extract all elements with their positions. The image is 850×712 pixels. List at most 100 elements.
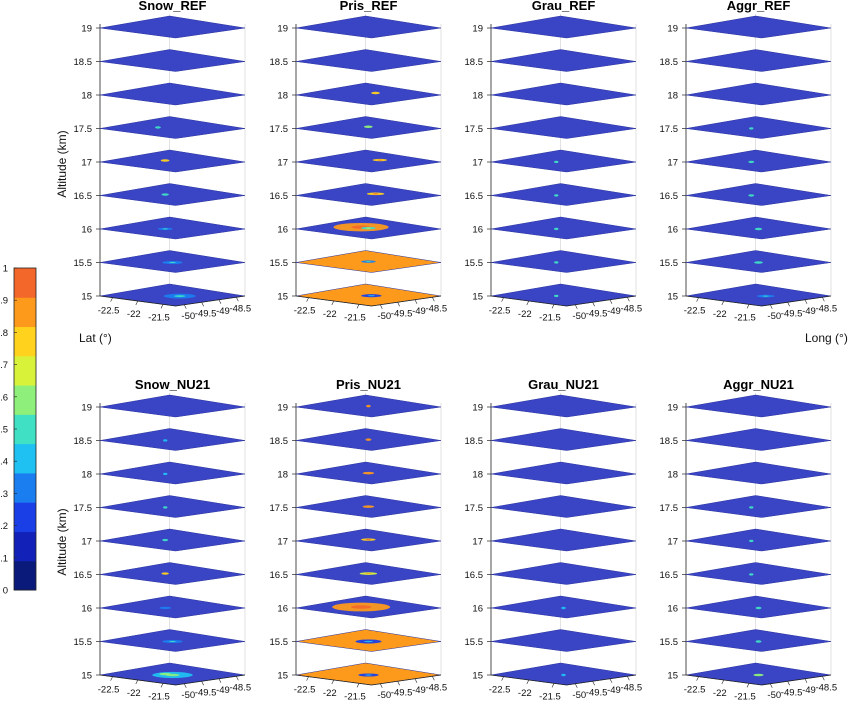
lon-tick [432, 297, 435, 302]
altitude-tick-label: 18.5 [465, 57, 484, 68]
cloud-feature-core [174, 295, 186, 298]
lon-tick [787, 302, 790, 307]
altitude-tick-label: 16.5 [270, 191, 289, 202]
altitude-layer [99, 149, 246, 173]
altitude-tick-label: 16 [472, 225, 483, 236]
altitude-tick-label: 16 [277, 604, 288, 615]
panel-aggr-nu21: Aggr_NU21 19 18.5 18 17.5 17 16.5 16 15.5 15 -22.5… [660, 377, 838, 702]
altitude-tick-label: 18.5 [74, 436, 93, 447]
cloud-feature [749, 506, 754, 509]
cloud-feature [754, 227, 763, 231]
colorbar-band [14, 326, 36, 357]
lon-tick [236, 297, 239, 302]
lon-tick [201, 681, 204, 686]
altitude-tick-label: 19 [667, 24, 678, 35]
altitude-layer [99, 216, 246, 240]
colorbar-band [14, 560, 36, 591]
cloud-feature [163, 472, 168, 476]
lon-axis-line [371, 295, 442, 307]
altitude-layer [99, 116, 246, 139]
altitude-tick-label: 18.5 [465, 436, 484, 447]
altitude-tick-label: 18.5 [660, 57, 679, 68]
colorbar-band [14, 472, 36, 503]
lat-tick-label: -22 [323, 309, 337, 320]
lat-tick-label: -22 [713, 309, 727, 320]
altitude-tick-label: 17.5 [74, 124, 93, 135]
altitude-layer [99, 15, 246, 39]
lat-tick-label: -21.5 [734, 691, 756, 702]
altitude-layer [490, 49, 637, 72]
altitude-tick-label: 15 [277, 671, 288, 682]
altitude-tick-label: 19 [277, 24, 288, 35]
cloud-feature-core [365, 227, 371, 229]
lat-tick [696, 676, 699, 681]
altitude-tick-label: 18.5 [660, 436, 679, 447]
lat-tick [160, 683, 164, 688]
colorbar-tick-label: 0 [3, 586, 8, 597]
lon-tick-label: -49 [412, 306, 426, 317]
altitude-layer [490, 394, 637, 418]
lon-tick [804, 299, 808, 304]
lat-tick-label: -21.5 [344, 691, 366, 702]
altitude-layer [490, 15, 637, 39]
altitude-layer [99, 461, 246, 485]
altitude-layer [490, 82, 637, 106]
lon-tick-label: -48.5 [815, 682, 837, 693]
lon-axis-label: Long (°) [805, 331, 848, 345]
altitude-tick-label: 15.5 [74, 637, 93, 648]
lon-tick [804, 678, 808, 683]
altitude-layer [295, 49, 442, 72]
lat-tick [356, 304, 360, 309]
cloud-feature [554, 294, 559, 298]
lon-tick-label: -49 [412, 685, 426, 696]
altitude-tick-label: 17.5 [270, 503, 289, 514]
altitude-tick-label: 17.5 [660, 124, 679, 135]
cloud-feature [362, 471, 375, 475]
cloud-feature [161, 193, 169, 196]
colorbar-tick-label: 0.1 [0, 553, 8, 564]
altitude-tick-label: 17.5 [74, 503, 93, 514]
lat-tick-label: -22.5 [294, 306, 316, 317]
colorbar-band [14, 414, 36, 445]
colorbar-tick-label: 0.7 [0, 360, 8, 371]
lat-tick [551, 304, 555, 309]
colorbar-tick-label: 0.5 [0, 425, 8, 436]
lon-tick-label: -50 [181, 690, 195, 701]
altitude-tick-label: 15.5 [465, 258, 484, 269]
lat-tick [526, 300, 530, 306]
altitude-layer [685, 428, 832, 451]
cloud-feature [371, 91, 380, 95]
colorbar-band [14, 443, 36, 474]
cloud-feature [155, 126, 161, 129]
cloud-feature-core [372, 193, 379, 195]
altitude-tick-label: 19 [667, 403, 678, 414]
lon-tick-label: -48.5 [425, 303, 447, 314]
lat-tick-label: -21.5 [539, 312, 561, 323]
altitude-tick-label: 16.5 [660, 191, 679, 202]
lat-tick-label: -22.5 [98, 306, 120, 317]
lon-tick [575, 683, 578, 688]
colorbar-tick-label: 0.8 [0, 328, 8, 339]
lon-tick-label: -48.5 [425, 682, 447, 693]
colorbar-tick-label: 0.6 [0, 392, 8, 403]
lon-tick-label: -50 [377, 311, 391, 322]
lon-tick [770, 683, 773, 688]
altitude-layer [295, 82, 442, 106]
cloud-feature-core [762, 295, 769, 297]
lon-tick-label: -49.5 [391, 687, 413, 698]
lon-axis-line [761, 674, 832, 686]
altitude-tick-label: 18 [81, 470, 92, 481]
cloud-feature [554, 261, 559, 264]
altitude-tick-label: 18 [667, 470, 678, 481]
panel-title: Aggr_NU21 [723, 377, 794, 392]
lat-tick [331, 679, 335, 685]
panels: Snow_REF1918.51817.51716.51615.515-22.5-… [74, 0, 838, 702]
colorbar-tick-label: 0.3 [0, 489, 8, 500]
lon-tick [822, 297, 825, 302]
lon-tick-label: -48.5 [620, 682, 642, 693]
altitude-layer [685, 528, 832, 552]
lon-tick [397, 302, 400, 307]
lat-tick [110, 676, 113, 681]
lon-tick [575, 304, 578, 309]
